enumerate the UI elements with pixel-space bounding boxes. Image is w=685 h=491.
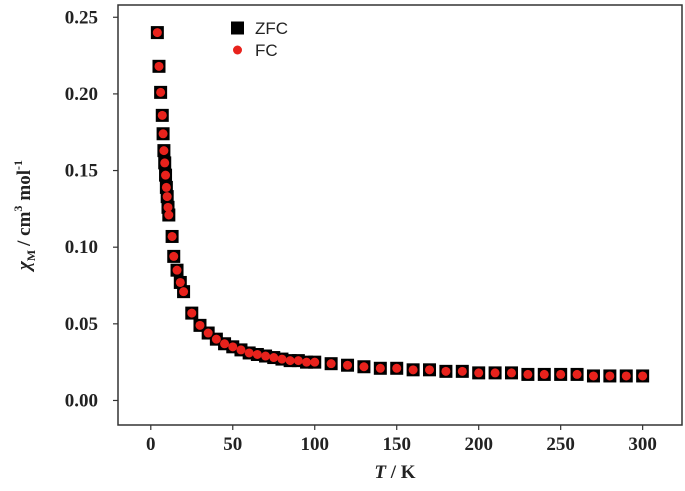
point <box>556 369 566 379</box>
point <box>572 369 582 379</box>
point <box>638 371 648 381</box>
y-label-unit: / cm <box>14 211 35 246</box>
point <box>277 354 287 364</box>
point <box>187 308 197 318</box>
point <box>244 348 254 358</box>
point <box>261 351 271 361</box>
x-tick-label: 50 <box>223 434 242 455</box>
point <box>326 359 336 369</box>
point <box>457 366 467 376</box>
point <box>605 371 615 381</box>
point <box>293 356 303 366</box>
point <box>506 368 516 378</box>
point <box>163 202 173 212</box>
point <box>252 349 262 359</box>
y-tick-label: 0.25 <box>65 7 98 28</box>
point <box>157 110 167 120</box>
point <box>154 61 164 71</box>
point <box>162 192 172 202</box>
point <box>425 365 435 375</box>
y-tick-label: 0.20 <box>65 84 98 105</box>
x-label-var: T <box>374 462 387 483</box>
point <box>156 87 166 97</box>
point <box>441 366 451 376</box>
x-tick-label: 100 <box>300 434 329 455</box>
point <box>474 368 484 378</box>
point <box>539 369 549 379</box>
point <box>175 277 185 287</box>
y-label-sub: M <box>24 250 38 261</box>
point <box>220 339 230 349</box>
point <box>588 371 598 381</box>
x-tick-label: 250 <box>546 434 575 455</box>
point <box>523 369 533 379</box>
point <box>392 363 402 373</box>
y-label-sup: 3 <box>11 206 25 212</box>
point <box>236 345 246 355</box>
point <box>169 251 179 261</box>
legend-marker <box>233 45 242 55</box>
point <box>172 265 182 275</box>
point <box>285 356 295 366</box>
x-tick-label: 200 <box>464 434 493 455</box>
y-tick-label: 0.10 <box>65 237 98 258</box>
point <box>343 360 353 370</box>
point <box>179 287 189 297</box>
y-axis-label: χM / cm3 mol-1 <box>11 160 38 273</box>
point <box>164 210 174 220</box>
y-tick-label: 0.00 <box>65 390 98 411</box>
point <box>195 320 205 330</box>
x-tick-label: 150 <box>382 434 411 455</box>
point <box>152 28 162 38</box>
point <box>302 357 312 367</box>
point <box>490 368 500 378</box>
point <box>310 357 320 367</box>
x-tick-label: 0 <box>146 434 156 455</box>
point <box>375 363 385 373</box>
point <box>359 362 369 372</box>
point <box>167 231 177 241</box>
point <box>269 353 279 363</box>
point <box>228 342 238 352</box>
y-tick-label: 0.15 <box>65 161 98 182</box>
plot-frame <box>117 4 683 426</box>
point <box>203 328 213 338</box>
point <box>621 371 631 381</box>
legend-label: ZFC <box>255 19 288 38</box>
x-label-unit: / K <box>390 462 416 483</box>
point <box>159 146 169 156</box>
point <box>160 158 170 168</box>
y-label-var: χ <box>14 260 35 273</box>
legend-marker <box>231 21 244 35</box>
point <box>211 334 221 344</box>
point <box>158 129 168 139</box>
x-axis-label: T / K <box>374 462 415 483</box>
point <box>161 170 171 180</box>
y-tick-label: 0.05 <box>65 314 98 335</box>
y-label-unit: mol <box>14 170 35 201</box>
point <box>161 182 171 192</box>
y-label-sup: -1 <box>11 160 25 170</box>
legend-label: FC <box>255 41 278 60</box>
point <box>408 365 418 375</box>
x-tick-label: 300 <box>628 434 657 455</box>
